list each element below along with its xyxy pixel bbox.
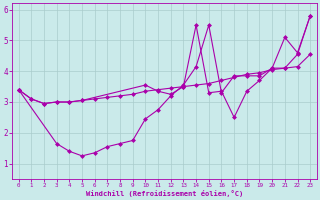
X-axis label: Windchill (Refroidissement éolien,°C): Windchill (Refroidissement éolien,°C) <box>86 190 243 197</box>
